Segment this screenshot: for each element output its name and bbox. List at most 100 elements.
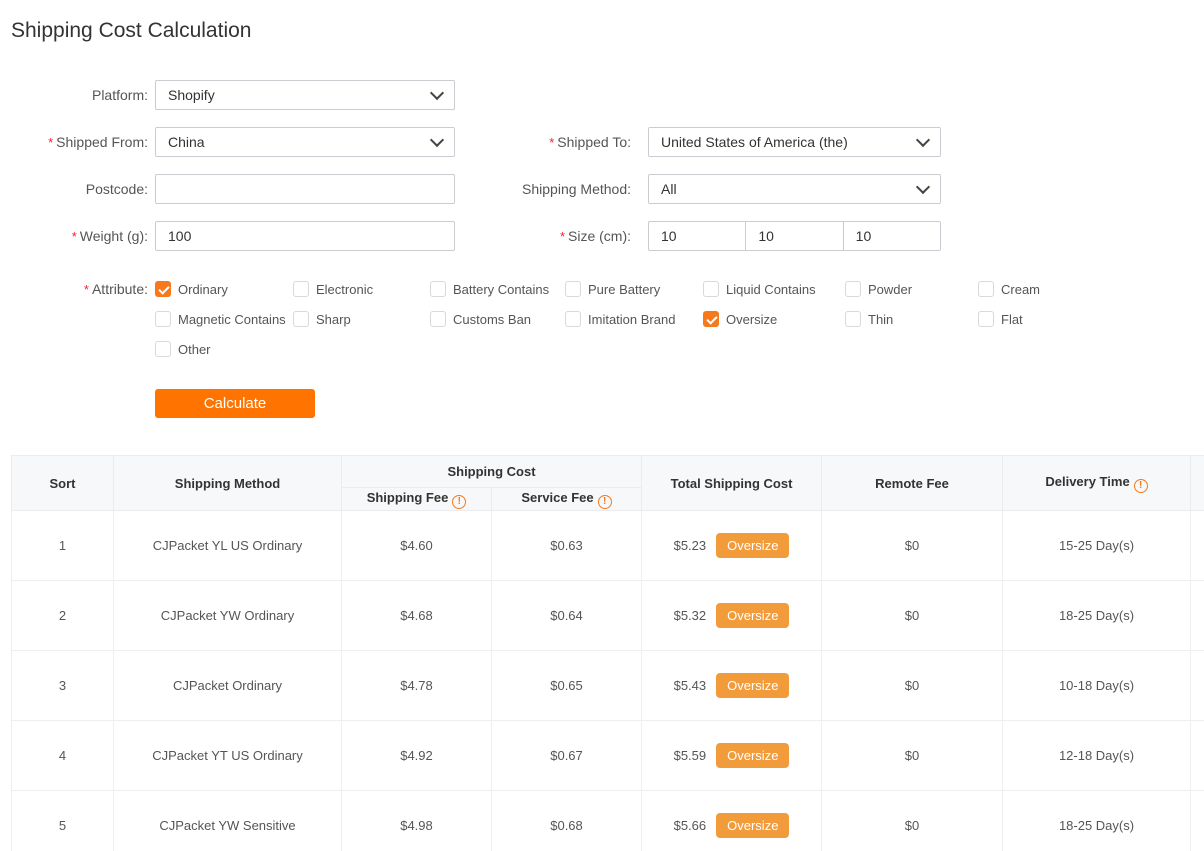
results-table: Sort Shipping Method Shipping Cost Total… [11,455,1204,851]
partial-cell [1190,790,1204,851]
total-cost-cell: $5.59 Oversize [641,720,823,791]
chevron-down-icon [915,179,931,195]
attribute-checkbox-grid: Ordinary Electronic Battery Contains Pur… [155,274,1200,364]
service-fee-cell: $0.63 [490,510,643,581]
shipping-fee-cell: $4.68 [341,580,492,651]
shipping-method-select-value: All [661,181,677,197]
attribute-checkbox-electronic[interactable]: Electronic [293,274,430,304]
checkbox-icon[interactable] [430,311,446,327]
checkbox-icon[interactable] [430,281,446,297]
total-cost-cell: $5.43 Oversize [641,650,823,721]
column-header-partial [1190,455,1204,511]
shipping-method-select[interactable]: All [648,174,941,204]
column-header-total-shipping-cost: Total Shipping Cost [641,455,823,511]
shipping-method-cell: CJPacket YT US Ordinary [113,720,342,791]
column-header-sort: Sort [11,455,114,511]
weight-label: * Weight (g): [71,228,148,244]
sort-cell: 5 [11,790,114,851]
attribute-checkbox-powder[interactable]: Powder [845,274,978,304]
delivery-time-cell: 18-25 Day(s) [1002,790,1192,851]
table-row: 4 CJPacket YT US Ordinary $4.92 $0.67 $5… [11,720,1204,791]
partial-cell [1190,510,1204,581]
table-row: 5 CJPacket YW Sensitive $4.98 $0.68 $5.6… [11,790,1204,851]
attribute-checkbox-flat[interactable]: Flat [978,304,1200,334]
shipping-method-label: Shipping Method: [522,181,631,197]
sort-cell: 2 [11,580,114,651]
column-header-shipping-cost-group: Shipping Cost [340,455,643,488]
attribute-checkbox-battery-contains[interactable]: Battery Contains [430,274,565,304]
attribute-checkbox-thin[interactable]: Thin [845,304,978,334]
checkbox-icon[interactable] [293,311,309,327]
attribute-checkbox-sharp[interactable]: Sharp [293,304,430,334]
partial-cell [1190,720,1204,791]
shipped-from-select-value: China [168,134,205,150]
size-length-input[interactable] [648,221,747,251]
column-header-service-fee: Service Fee! [490,487,643,511]
shipping-method-cell: CJPacket Ordinary [113,650,342,721]
checkbox-icon[interactable] [703,281,719,297]
checkbox-icon[interactable] [845,281,861,297]
shipped-to-select[interactable]: United States of America (the) [648,127,941,157]
shipping-method-cell: CJPacket YW Sensitive [113,790,342,851]
checkbox-icon[interactable] [565,311,581,327]
oversize-badge: Oversize [716,813,790,838]
service-fee-cell: $0.68 [490,790,643,851]
delivery-time-cell: 15-25 Day(s) [1002,510,1192,581]
checkbox-icon[interactable] [978,281,994,297]
checkbox-icon[interactable] [565,281,581,297]
attribute-checkbox-liquid-contains[interactable]: Liquid Contains [703,274,845,304]
remote-fee-cell: $0 [821,790,1004,851]
column-header-remote-fee: Remote Fee [821,455,1004,511]
platform-select[interactable]: Shopify [155,80,455,110]
results-table-container: Sort Shipping Method Shipping Cost Total… [11,455,1204,851]
delivery-time-cell: 12-18 Day(s) [1002,720,1192,791]
service-fee-cell: $0.64 [490,580,643,651]
postcode-input[interactable] [155,174,455,204]
attribute-checkbox-oversize[interactable]: Oversize [703,304,845,334]
service-fee-cell: $0.65 [490,650,643,721]
info-icon[interactable]: ! [597,494,612,509]
required-asterisk: * [83,282,89,297]
checkbox-icon[interactable] [155,281,171,297]
attribute-label: * Attribute: [83,281,148,297]
checkbox-icon[interactable] [155,341,171,357]
size-width-input[interactable] [745,221,844,251]
table-row: 2 CJPacket YW Ordinary $4.68 $0.64 $5.32… [11,580,1204,651]
service-fee-cell: $0.67 [490,720,643,791]
platform-label: Platform: [91,87,148,103]
shipped-from-select[interactable]: China [155,127,455,157]
column-header-shipping-method: Shipping Method [113,455,342,511]
checkbox-icon[interactable] [293,281,309,297]
shipped-from-label: * Shipped From: [48,134,148,150]
remote-fee-cell: $0 [821,510,1004,581]
shipping-fee-cell: $4.78 [341,650,492,721]
shipped-to-label: * Shipped To: [549,134,631,150]
checkbox-icon[interactable] [845,311,861,327]
shipping-method-cell: CJPacket YL US Ordinary [113,510,342,581]
attribute-checkbox-cream[interactable]: Cream [978,274,1200,304]
attribute-checkbox-other[interactable]: Other [155,334,293,364]
checkbox-icon[interactable] [978,311,994,327]
attribute-checkbox-magnetic-contains[interactable]: Magnetic Contains [155,304,293,334]
info-icon[interactable]: ! [452,494,467,509]
required-asterisk: * [71,229,77,244]
attribute-checkbox-ordinary[interactable]: Ordinary [155,274,293,304]
attribute-checkbox-pure-battery[interactable]: Pure Battery [565,274,703,304]
checkbox-icon[interactable] [155,311,171,327]
size-input-group [648,221,941,251]
calculate-button[interactable]: Calculate [155,389,315,418]
attribute-checkbox-customs-ban[interactable]: Customs Ban [430,304,565,334]
total-cost-cell: $5.32 Oversize [641,580,823,651]
postcode-label: Postcode: [85,181,148,197]
column-header-delivery-time: Delivery Time! [1002,455,1192,511]
table-row: 3 CJPacket Ordinary $4.78 $0.65 $5.43 Ove… [11,650,1204,721]
required-asterisk: * [549,135,555,150]
size-height-input[interactable] [842,221,941,251]
checkbox-icon[interactable] [703,311,719,327]
shipping-fee-cell: $4.60 [341,510,492,581]
partial-cell [1190,650,1204,721]
attribute-checkbox-imitation-brand[interactable]: Imitation Brand [565,304,703,334]
info-icon[interactable]: ! [1133,478,1148,493]
weight-input[interactable] [155,221,455,251]
